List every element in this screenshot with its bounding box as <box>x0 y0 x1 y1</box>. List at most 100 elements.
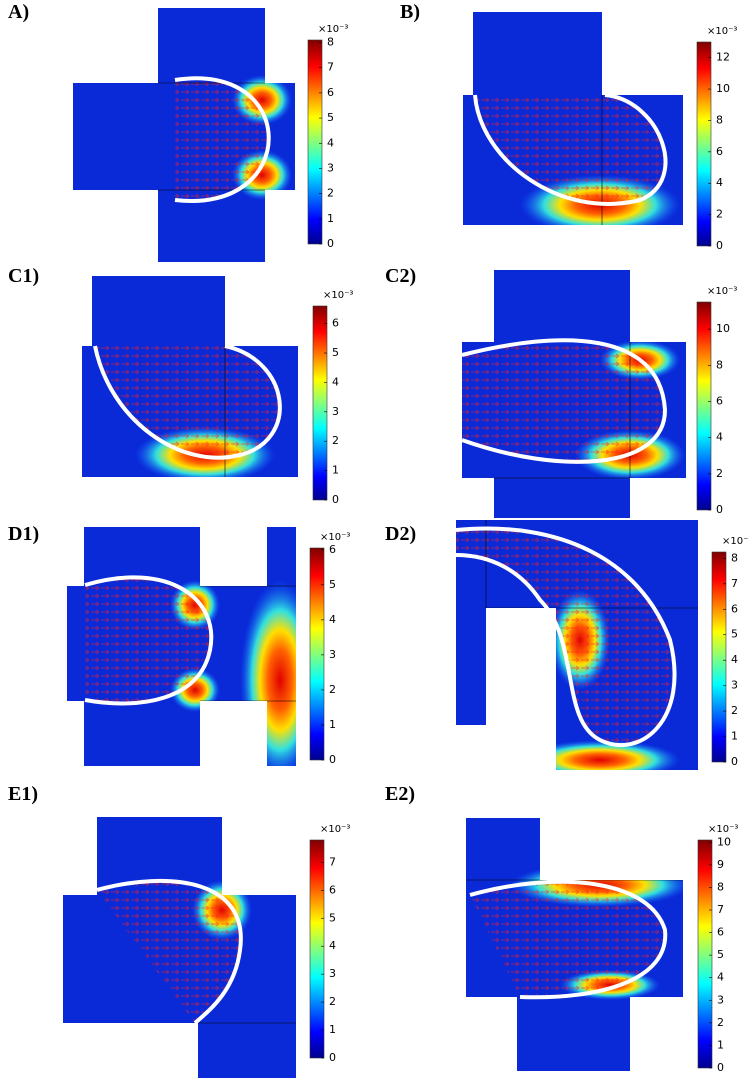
colorbar-tick-label: 8 <box>731 551 738 564</box>
colorbar-tick-label: 7 <box>731 577 738 590</box>
colorbar-tick-label: 6 <box>329 883 336 896</box>
colorbar-tick-label: 2 <box>329 995 336 1008</box>
colorbar-tick-label: 6 <box>717 926 724 939</box>
panel: B) ×10⁻³ 0 2 4 6 8 10 12 <box>400 1 737 252</box>
velocity-arrows <box>475 95 666 204</box>
colorbar-exponent: ×10⁻³ <box>318 24 348 35</box>
colorbar-tick-label: 6 <box>332 317 339 330</box>
field <box>73 8 295 262</box>
colorbar-tick-label: 6 <box>716 145 723 158</box>
colorbar-exponent: ×10⁻³ <box>707 26 737 37</box>
colorbar <box>696 301 712 511</box>
interface <box>174 76 271 204</box>
colorbar-tick-label: 0 <box>329 1051 336 1064</box>
colorbar-tick-label: 4 <box>329 613 336 626</box>
colorbar-tick-label: 4 <box>717 971 724 984</box>
colorbar-tick-label: 4 <box>731 653 738 666</box>
colorbar-exponent: ×10⁻³ <box>320 532 350 543</box>
panel: C2) ×10⁻³ 0 2 4 6 8 10 <box>385 265 737 518</box>
colorbar-tick-label: 1 <box>332 464 339 477</box>
domain <box>517 997 630 1071</box>
colorbar-tick-label: 0 <box>332 493 339 506</box>
colorbar-tick-label: 7 <box>329 855 336 868</box>
colorbar <box>696 41 712 247</box>
interface <box>96 878 243 1025</box>
panel: A) ×10⁻³ 0 1 2 3 4 5 6 7 8 <box>8 1 348 262</box>
colorbar-tick-label: 8 <box>717 880 724 893</box>
colorbar-tick-label: 0 <box>716 239 723 252</box>
velocity-arrows <box>175 78 269 202</box>
colorbar-tick-label: 2 <box>731 704 738 717</box>
colorbar-tick-label: 3 <box>332 405 339 418</box>
colorbar-tick-label: 9 <box>717 858 724 871</box>
field <box>63 817 296 1078</box>
colorbar-tick-label: 4 <box>716 431 723 444</box>
domain <box>473 12 602 95</box>
panel-label: B) <box>400 1 420 23</box>
colorbar-tick-label: 8 <box>327 36 334 49</box>
interface <box>84 575 214 706</box>
field <box>462 270 686 518</box>
panel: D1) ×10⁻³ 0 1 2 3 4 5 6 <box>8 523 350 766</box>
colorbar-tick-label: 2 <box>329 683 336 696</box>
colorbar <box>697 839 713 1069</box>
velocity-arrows <box>95 346 280 458</box>
colorbar-tick-label: 8 <box>716 113 723 126</box>
interface <box>93 344 282 460</box>
colorbar-exponent: ×10⁻³ <box>708 824 738 835</box>
domain <box>92 276 225 346</box>
colorbar-tick-label: 8 <box>716 358 723 371</box>
colorbar-exponent: ×10⁻³ <box>707 286 737 297</box>
colorbar-tick-label: 5 <box>327 111 334 124</box>
colorbar-tick-label: 0 <box>329 753 336 766</box>
field <box>67 527 296 766</box>
colorbar-tick-label: 2 <box>716 208 723 221</box>
colorbar-tick-label: 6 <box>329 543 336 556</box>
velocity-arrows <box>97 880 241 1023</box>
colorbar-tick-label: 0 <box>716 503 723 516</box>
colorbar-tick-label: 3 <box>329 648 336 661</box>
colorbar-tick-label: 4 <box>716 176 723 189</box>
colorbar-tick-label: 1 <box>327 212 334 225</box>
colorbar <box>312 305 328 501</box>
colorbar-tick-label: 0 <box>327 237 334 250</box>
panel-label: E2) <box>385 783 415 805</box>
colorbar-tick-label: 5 <box>329 911 336 924</box>
domain <box>198 1023 296 1078</box>
colorbar-tick-label: 4 <box>332 375 339 388</box>
field <box>82 276 298 477</box>
domain <box>466 818 540 880</box>
colorbar-tick-label: 1 <box>329 718 336 731</box>
colorbar-exponent: ×10⁻³ <box>722 536 748 547</box>
colorbar-tick-label: 10 <box>716 322 730 335</box>
panel-label: E1) <box>8 783 38 805</box>
colorbar-tick-label: 10 <box>717 835 731 848</box>
colorbar-tick-label: 2 <box>716 467 723 480</box>
colorbar-tick-label: 0 <box>717 1061 724 1074</box>
colorbar-tick-label: 1 <box>731 730 738 743</box>
interface <box>456 526 677 747</box>
colorbar-tick-label: 7 <box>327 61 334 74</box>
interface <box>473 93 668 206</box>
field <box>466 818 683 1071</box>
velocity-arrows <box>85 577 212 704</box>
panel-label: A) <box>8 1 29 23</box>
colorbar-tick-label: 2 <box>327 187 334 200</box>
colorbar-tick-label: 2 <box>717 1016 724 1029</box>
colorbar-tick-label: 1 <box>717 1038 724 1051</box>
colorbar-tick-label: 0 <box>731 755 738 768</box>
colorbar-tick-label: 3 <box>717 993 724 1006</box>
colorbar-tick-label: 7 <box>717 903 724 916</box>
colorbar-tick-label: 10 <box>716 82 730 95</box>
panel: E2) ×10⁻³ 0 1 2 3 4 5 6 7 8 9 10 <box>385 783 738 1074</box>
panel: E1) ×10⁻³ 0 1 2 3 4 5 6 7 <box>8 783 350 1078</box>
field <box>456 520 698 770</box>
velocity-arrows <box>470 881 666 998</box>
interface <box>469 879 668 1000</box>
colorbar-tick-label: 3 <box>327 161 334 174</box>
colorbar-tick-label: 5 <box>717 948 724 961</box>
colorbar-tick-label: 4 <box>329 939 336 952</box>
interface <box>462 338 668 464</box>
colorbar-tick-label: 5 <box>731 628 738 641</box>
